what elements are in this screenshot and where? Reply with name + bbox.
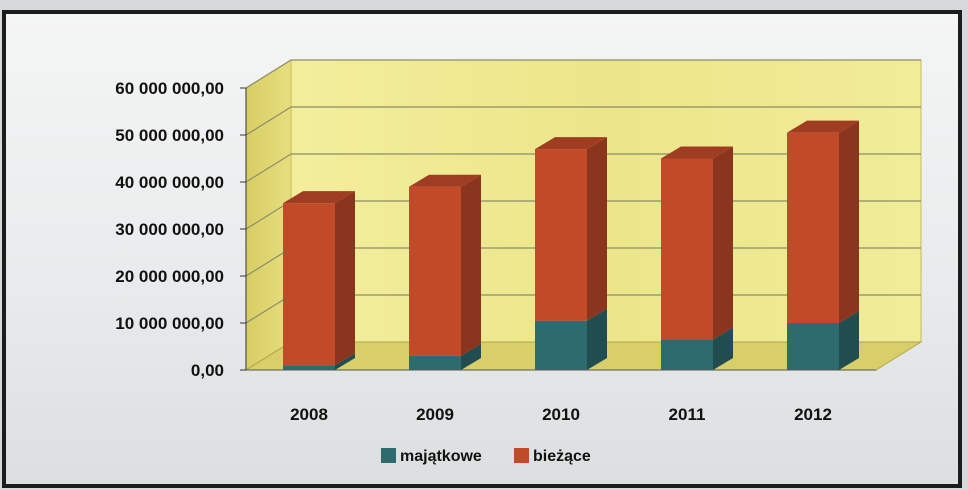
bar-majątkowe-2012: [787, 323, 839, 370]
bar-group-2011: [661, 146, 733, 370]
bar-majątkowe-2009: [409, 355, 461, 370]
bar-top-2012: [787, 120, 859, 133]
bar-bieżące-2012: [787, 132, 839, 323]
y-axis: 0,00 10 000 000,00 20 000 000,00 30 000 000…: [115, 79, 247, 380]
bar-top-2009: [409, 174, 481, 187]
bar-majątkowe-2011: [661, 339, 713, 370]
bar-side-majątkowe-2011: [713, 327, 733, 370]
bar-top-2008: [283, 191, 355, 204]
x-tick-label: 2011: [669, 405, 706, 424]
legend-label: majątkowe: [400, 448, 482, 465]
y-tick-label: 30 000 000,00: [115, 220, 224, 239]
chart-frame: 0,00 10 000 000,00 20 000 000,00 30 000 000…: [2, 10, 962, 488]
bar-side-majątkowe-2009: [461, 343, 481, 370]
bar-group-2012: [787, 120, 859, 370]
y-tick-label: 40 000 000,00: [115, 173, 224, 192]
x-tick-label: 2008: [290, 405, 328, 424]
x-axis: 2008 2009 2010 2011 2012: [246, 369, 876, 424]
legend-swatch: [514, 448, 529, 463]
bar-side-bieżące-2011: [713, 146, 733, 340]
bar-group-2009: [409, 174, 481, 370]
bar-side-bieżące-2010: [587, 137, 607, 321]
x-tick-label: 2012: [794, 405, 832, 424]
bar-side-majątkowe-2010: [587, 308, 607, 370]
legend-swatch: [381, 448, 396, 463]
bar-group-2008: [283, 191, 355, 370]
y-tick-label: 0,00: [191, 361, 224, 380]
gridline-side: [245, 59, 292, 89]
gridline-side: [245, 153, 292, 183]
bar-top-2010: [535, 137, 607, 150]
x-tick-label: 2009: [416, 405, 454, 424]
bar-bieżące-2008: [283, 203, 335, 366]
bar-side-bieżące-2008: [335, 191, 355, 366]
bar-majątkowe-2008: [283, 365, 335, 370]
bar-top-2011: [661, 146, 733, 159]
bar-side-bieżące-2009: [461, 174, 481, 356]
y-tick-label: 10 000 000,00: [115, 314, 224, 333]
bar-bieżące-2010: [535, 149, 587, 321]
bar-bieżące-2009: [409, 186, 461, 356]
gridline-side: [245, 106, 292, 136]
y-tick-label: 50 000 000,00: [115, 126, 224, 145]
bar-side-bieżące-2012: [839, 120, 859, 324]
y-tick-label: 60 000 000,00: [115, 79, 224, 98]
bar-side-majątkowe-2008: [335, 353, 355, 370]
bars: [283, 120, 859, 370]
x-tick-label: 2010: [542, 405, 580, 424]
stacked-bar-chart: 0,00 10 000 000,00 20 000 000,00 30 000 000…: [115, 59, 923, 465]
bar-side-majątkowe-2012: [839, 311, 859, 370]
legend: majątkowe bieżące: [381, 448, 591, 465]
bar-bieżące-2011: [661, 158, 713, 340]
y-tick-label: 20 000 000,00: [115, 267, 224, 286]
bar-majątkowe-2010: [535, 320, 587, 370]
legend-label: bieżące: [533, 448, 591, 465]
bar-group-2010: [535, 137, 607, 370]
